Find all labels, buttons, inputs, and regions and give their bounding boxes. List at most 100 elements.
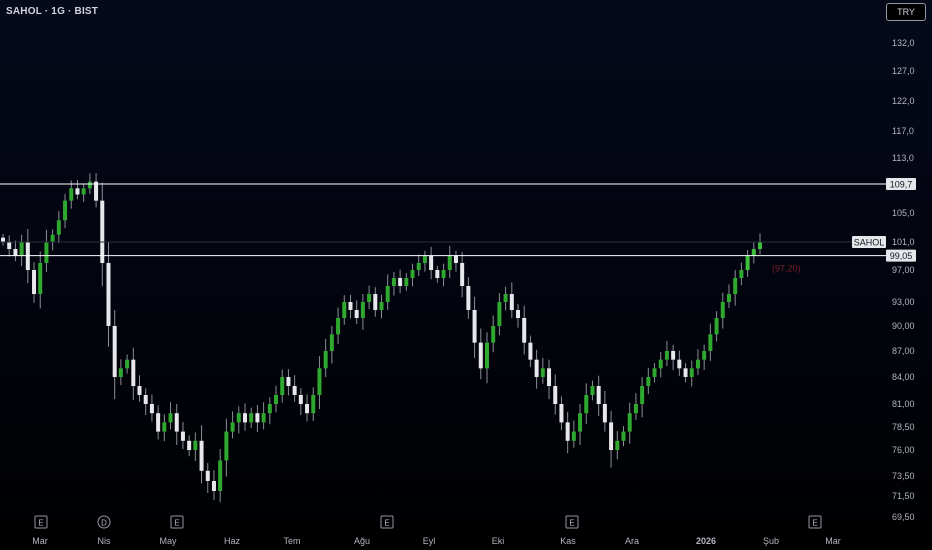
candle-body (63, 200, 68, 221)
candle-body (118, 368, 123, 377)
svg-text:E: E (569, 519, 574, 528)
horizontal-line-price-tag (886, 178, 916, 190)
ghost-price-label: (97,20) (772, 264, 801, 274)
candle-body (695, 359, 700, 369)
candle-body (199, 440, 204, 471)
candle-body (44, 242, 49, 263)
svg-text:E: E (174, 519, 179, 528)
candle-body (404, 278, 409, 286)
candle-body (336, 318, 341, 335)
candle-body (739, 270, 744, 278)
y-tick-label: 122,0 (892, 96, 915, 106)
x-tick-label: Tem (283, 536, 300, 546)
horizontal-line-price-label: 99,05 (890, 251, 913, 261)
candle-body (609, 422, 614, 450)
candle-body (38, 263, 43, 294)
candle-body (596, 386, 601, 404)
candle-body (32, 270, 37, 294)
candle-body (633, 404, 638, 414)
candle-body (156, 413, 161, 432)
candle-body (1, 237, 5, 242)
horizontal-line-price-label: 109,7 (890, 180, 913, 190)
svg-text:E: E (384, 519, 389, 528)
candle-body (714, 318, 719, 335)
candle-body (528, 342, 533, 360)
candle-body (466, 286, 471, 310)
x-tick-label: 2026 (696, 536, 716, 546)
y-tick-label: 73,50 (892, 471, 915, 481)
candle-body (590, 386, 595, 395)
candle-body (149, 404, 154, 414)
earnings-marker[interactable]: E (380, 515, 394, 529)
x-tick-label: Şub (763, 536, 779, 546)
candle-body (367, 294, 372, 302)
y-tick-label: 97,00 (892, 265, 915, 275)
candle-body (168, 413, 173, 423)
candle-body (559, 404, 564, 423)
dividend-marker[interactable]: D (97, 515, 111, 529)
candle-body (720, 302, 725, 318)
y-tick-label: 90,00 (892, 321, 915, 331)
candle-body (112, 326, 117, 377)
svg-text:D: D (101, 519, 107, 528)
earnings-marker[interactable]: E (808, 515, 822, 529)
symbol-price-tag-label: SAHOL (854, 238, 885, 248)
y-tick-label: 76,00 (892, 445, 915, 455)
candle-body (553, 386, 558, 404)
earnings-marker[interactable]: E (565, 515, 579, 529)
candle-body (162, 422, 167, 432)
candle-body (751, 249, 756, 256)
candle-body (373, 294, 378, 310)
y-tick-label: 132,0 (892, 38, 915, 48)
candle-body (677, 359, 682, 369)
earnings-marker[interactable]: E (170, 515, 184, 529)
candle-body (509, 294, 514, 310)
x-tick-label: Ağu (354, 536, 370, 546)
candle-body (547, 368, 552, 386)
candle-body (429, 256, 434, 270)
candle-body (143, 395, 148, 404)
candle-body (298, 395, 303, 404)
candle-body (354, 310, 359, 318)
candle-body (733, 278, 738, 294)
y-tick-label: 101,0 (892, 237, 915, 247)
candle-body (261, 413, 266, 423)
candle-body (75, 188, 80, 195)
candle-body (323, 351, 328, 369)
earnings-marker[interactable]: E (34, 515, 48, 529)
y-tick-label: 105,0 (892, 208, 915, 218)
y-tick-label: 81,00 (892, 399, 915, 409)
candle-body (69, 188, 74, 201)
candle-body (540, 368, 545, 377)
candle-body (106, 263, 111, 326)
candle-body (125, 359, 130, 369)
candle-body (664, 351, 669, 360)
x-tick-label: Eki (492, 536, 505, 546)
candle-body (652, 368, 657, 377)
candle-body (627, 413, 632, 432)
candle-body (491, 326, 496, 343)
candle-body (305, 404, 310, 414)
candle-body (447, 256, 452, 270)
candle-body (503, 294, 508, 302)
candle-body (441, 270, 446, 278)
candle-body (702, 351, 707, 360)
currency-button[interactable]: TRY (886, 3, 926, 21)
candle-body (646, 377, 651, 386)
candle-body (342, 302, 347, 318)
candle-body (230, 422, 235, 432)
candle-body (410, 270, 415, 278)
candle-body (249, 413, 254, 423)
candle-body (211, 481, 216, 491)
candle-body (472, 310, 477, 343)
candle-body (50, 234, 55, 242)
candle-body (478, 342, 483, 369)
candle-body (360, 302, 365, 318)
candle-body (516, 310, 521, 318)
symbol-price-tag (852, 236, 886, 248)
candle-body (267, 404, 272, 414)
y-tick-label: 127,0 (892, 66, 915, 76)
candle-body (484, 342, 489, 369)
